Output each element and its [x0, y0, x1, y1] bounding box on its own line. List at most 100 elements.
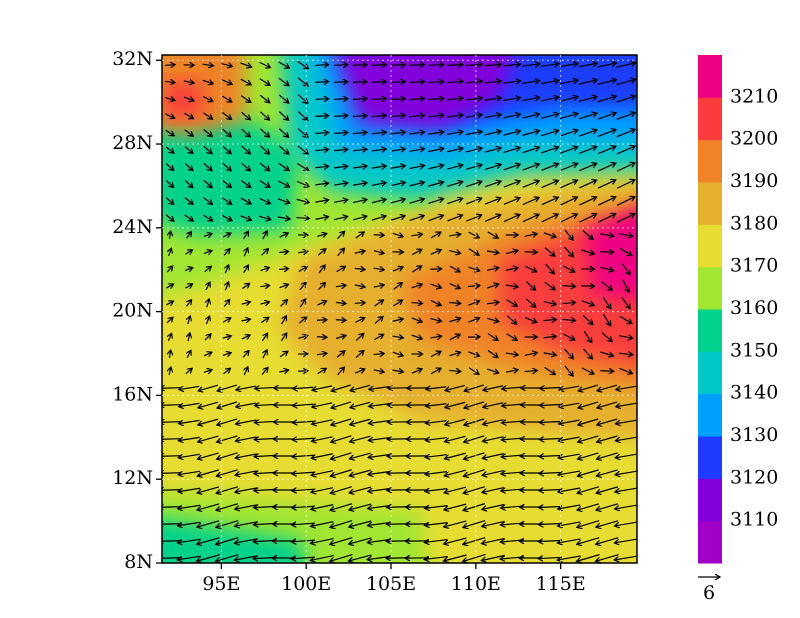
wind-arrow	[334, 166, 348, 168]
wind-arrow	[369, 387, 390, 390]
wind-arrow	[299, 282, 306, 291]
wind-arrow	[597, 63, 617, 68]
wind-arrow	[579, 163, 596, 172]
wind-arrow	[296, 218, 310, 219]
wind-arrow	[392, 267, 403, 272]
wind-arrow	[352, 132, 367, 133]
wind-arrow	[525, 298, 535, 307]
wind-arrow	[203, 214, 212, 221]
wind-arrow	[503, 131, 521, 136]
wind-arrow	[486, 302, 499, 304]
wind-arrow	[390, 115, 406, 116]
wind-arrow	[390, 132, 406, 134]
wind-arrow	[597, 163, 616, 172]
wind-arrow	[293, 387, 314, 388]
wind-arrow	[312, 385, 333, 390]
wind-arrow	[522, 181, 539, 188]
wind-arrow	[615, 470, 637, 475]
wind-arrow	[465, 115, 482, 118]
wind-arrow	[560, 180, 577, 189]
wind-arrow	[464, 435, 485, 442]
wind-arrow	[240, 95, 251, 103]
wind-arrow	[506, 299, 518, 306]
wind-arrow	[466, 215, 481, 222]
wind-arrow	[564, 229, 573, 240]
wind-arrow	[260, 302, 269, 304]
wind-arrow	[483, 385, 504, 390]
wind-arrow	[614, 538, 637, 543]
wind-arrow	[335, 285, 346, 286]
wind-arrow	[235, 436, 257, 441]
wind-arrow	[222, 353, 231, 356]
wind-arrow	[217, 418, 238, 425]
wind-arrow	[179, 385, 200, 389]
wind-arrow	[558, 436, 580, 441]
wind-arrow	[583, 331, 592, 342]
wind-arrow	[178, 504, 201, 509]
wind-arrow	[334, 149, 348, 150]
wind-arrow	[315, 149, 328, 150]
wind-arrow	[352, 216, 367, 221]
wind-arrow	[482, 436, 504, 442]
wind-arrow	[373, 285, 384, 287]
wind-arrow	[464, 401, 485, 408]
wind-arrow	[261, 249, 269, 256]
wind-arrow	[374, 334, 383, 341]
colorbar-segment	[698, 436, 722, 479]
wind-arrow	[503, 64, 520, 66]
wind-arrow	[539, 439, 561, 440]
wind-arrow	[616, 214, 635, 223]
wind-arrow	[373, 251, 384, 254]
wind-arrow	[316, 337, 327, 338]
wind-arrow	[216, 520, 239, 528]
wind-arrow	[616, 63, 635, 68]
wind-arrow	[373, 268, 385, 270]
wind-arrow	[445, 401, 466, 407]
wind-arrow	[430, 284, 442, 288]
wind-arrow	[522, 164, 540, 171]
wind-arrow	[411, 318, 422, 322]
wind-arrow	[449, 251, 460, 254]
wind-arrow	[505, 370, 518, 372]
wind-arrow	[184, 214, 194, 221]
wind-arrow	[582, 230, 593, 240]
wind-arrow	[468, 367, 479, 375]
wind-arrow	[615, 487, 637, 492]
wind-arrow	[560, 197, 578, 206]
wind-arrow	[558, 521, 581, 526]
wind-arrow	[169, 367, 171, 376]
wind-arrow	[445, 418, 466, 424]
wind-arrow	[330, 469, 352, 476]
wind-arrow	[241, 302, 251, 304]
wind-arrow	[368, 421, 390, 424]
wind-arrow	[216, 486, 238, 493]
wind-arrow	[165, 197, 174, 205]
wind-arrow	[577, 452, 599, 459]
wind-arrow	[184, 162, 193, 170]
wind-arrow	[203, 179, 212, 187]
wind-arrow	[317, 249, 326, 256]
wind-arrow	[560, 163, 577, 172]
wind-arrow	[236, 402, 257, 407]
wind-arrow	[426, 404, 447, 407]
wind-arrow	[197, 486, 220, 493]
wind-arrow	[463, 553, 486, 561]
wind-arrow	[259, 197, 271, 203]
wind-arrow	[164, 81, 175, 82]
contour-fill	[335, 55, 515, 130]
wind-arrow	[216, 469, 238, 476]
wind-arrow	[371, 166, 386, 168]
wind-arrow	[449, 282, 461, 289]
wind-arrow	[447, 198, 462, 205]
wind-arrow	[444, 503, 467, 510]
wind-arrow	[484, 215, 501, 222]
wind-arrow	[411, 335, 423, 339]
wind-arrow	[184, 112, 193, 118]
wind-arrow	[162, 388, 181, 389]
wind-arrow	[505, 285, 518, 287]
wind-arrow	[243, 265, 249, 274]
wind-arrow	[311, 504, 334, 510]
wind-arrow	[562, 333, 575, 340]
wind-arrow	[184, 129, 193, 136]
wind-arrow	[578, 435, 599, 442]
